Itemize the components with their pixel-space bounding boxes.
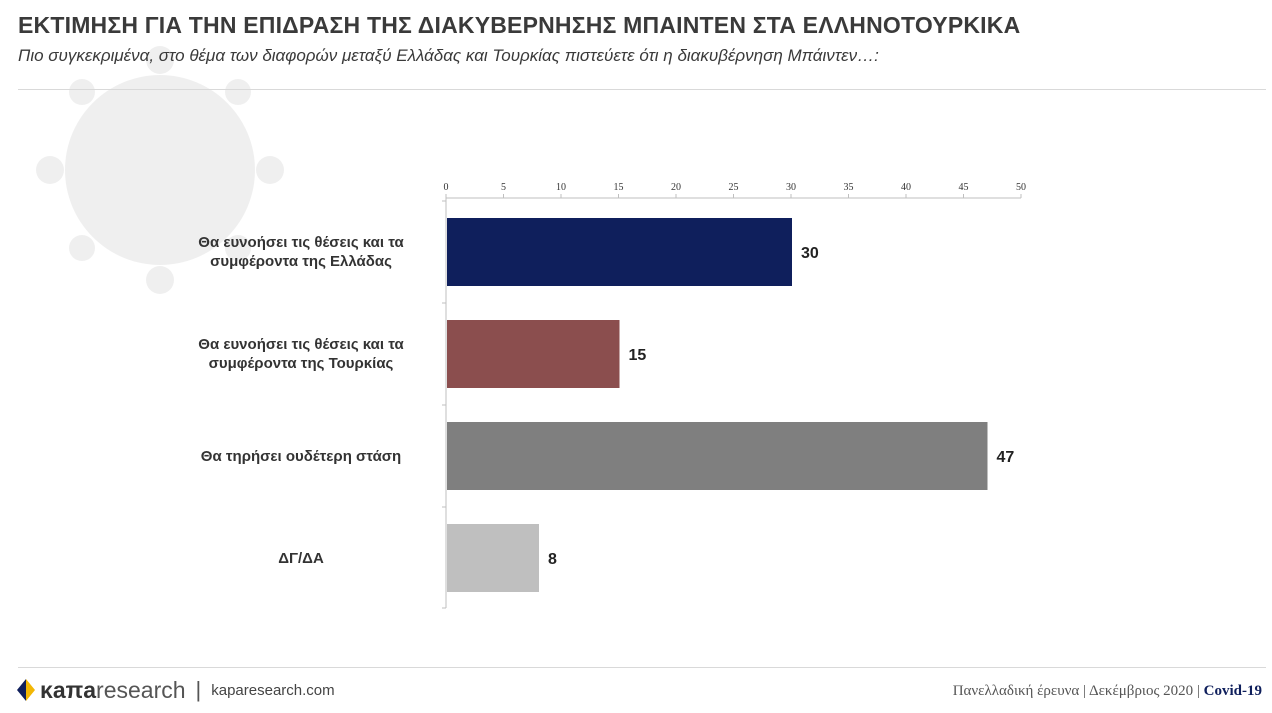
kapa-logo-icon: [17, 679, 35, 701]
bar: [447, 524, 539, 592]
bar-value-label: 30: [801, 245, 819, 262]
x-tick-label: 35: [844, 182, 854, 193]
category-label: ΔΓ/ΔΑ: [278, 549, 324, 567]
x-tick-label: 45: [959, 182, 969, 193]
covid-tag: Covid-19: [1203, 683, 1262, 699]
x-tick-label: 0: [444, 182, 449, 193]
brand-name-research: research: [96, 676, 186, 703]
bar: [447, 422, 988, 490]
footer-divider: [18, 667, 1266, 668]
page-subtitle: Πιο συγκεκριμένα, στο θέμα των διαφορών …: [18, 46, 879, 65]
bar-value-label: 8: [548, 551, 557, 568]
x-tick-label: 40: [901, 182, 911, 193]
x-tick-label: 20: [671, 182, 681, 193]
virus-background-image: [36, 46, 284, 294]
brand-website: kaparesearch.com: [211, 681, 335, 699]
category-label: Θα ευνοήσει τις θέσεις και τα συμφέροντα…: [198, 234, 404, 270]
survey-info: Πανελλαδική έρευνα | Δεκέμβριος 2020 | C…: [953, 683, 1262, 700]
x-tick-label: 5: [501, 182, 506, 193]
bar: [447, 218, 792, 286]
brand-name-kapa: κaπa: [40, 676, 97, 703]
bar-value-label: 15: [629, 347, 647, 364]
bar-value-label: 47: [997, 449, 1015, 466]
page-title: ΕΚΤΙΜΗΣΗ ΓΙΑ ΤΗΝ ΕΠΙΔΡΑΣΗ ΤΗΣ ΔΙΑΚΥΒΕΡΝΗ…: [18, 12, 1021, 38]
header-divider: [18, 89, 1266, 90]
x-tick-label: 50: [1016, 182, 1026, 193]
x-tick-label: 10: [556, 182, 566, 193]
x-tick-label: 25: [729, 182, 739, 193]
survey-text: Πανελλαδική έρευνα | Δεκέμβριος 2020 |: [952, 683, 1204, 699]
x-tick-label: 15: [614, 182, 624, 193]
bar: [447, 320, 620, 388]
x-tick-label: 30: [786, 182, 796, 193]
category-label: Θα ευνοήσει τις θέσεις και τα συμφέροντα…: [198, 336, 404, 372]
category-label: Θα τηρήσει ουδέτερη στάση: [200, 447, 402, 465]
brand-separator: |: [195, 677, 202, 702]
brand-logo: κaπa research | kaparesearch.com: [16, 675, 335, 705]
